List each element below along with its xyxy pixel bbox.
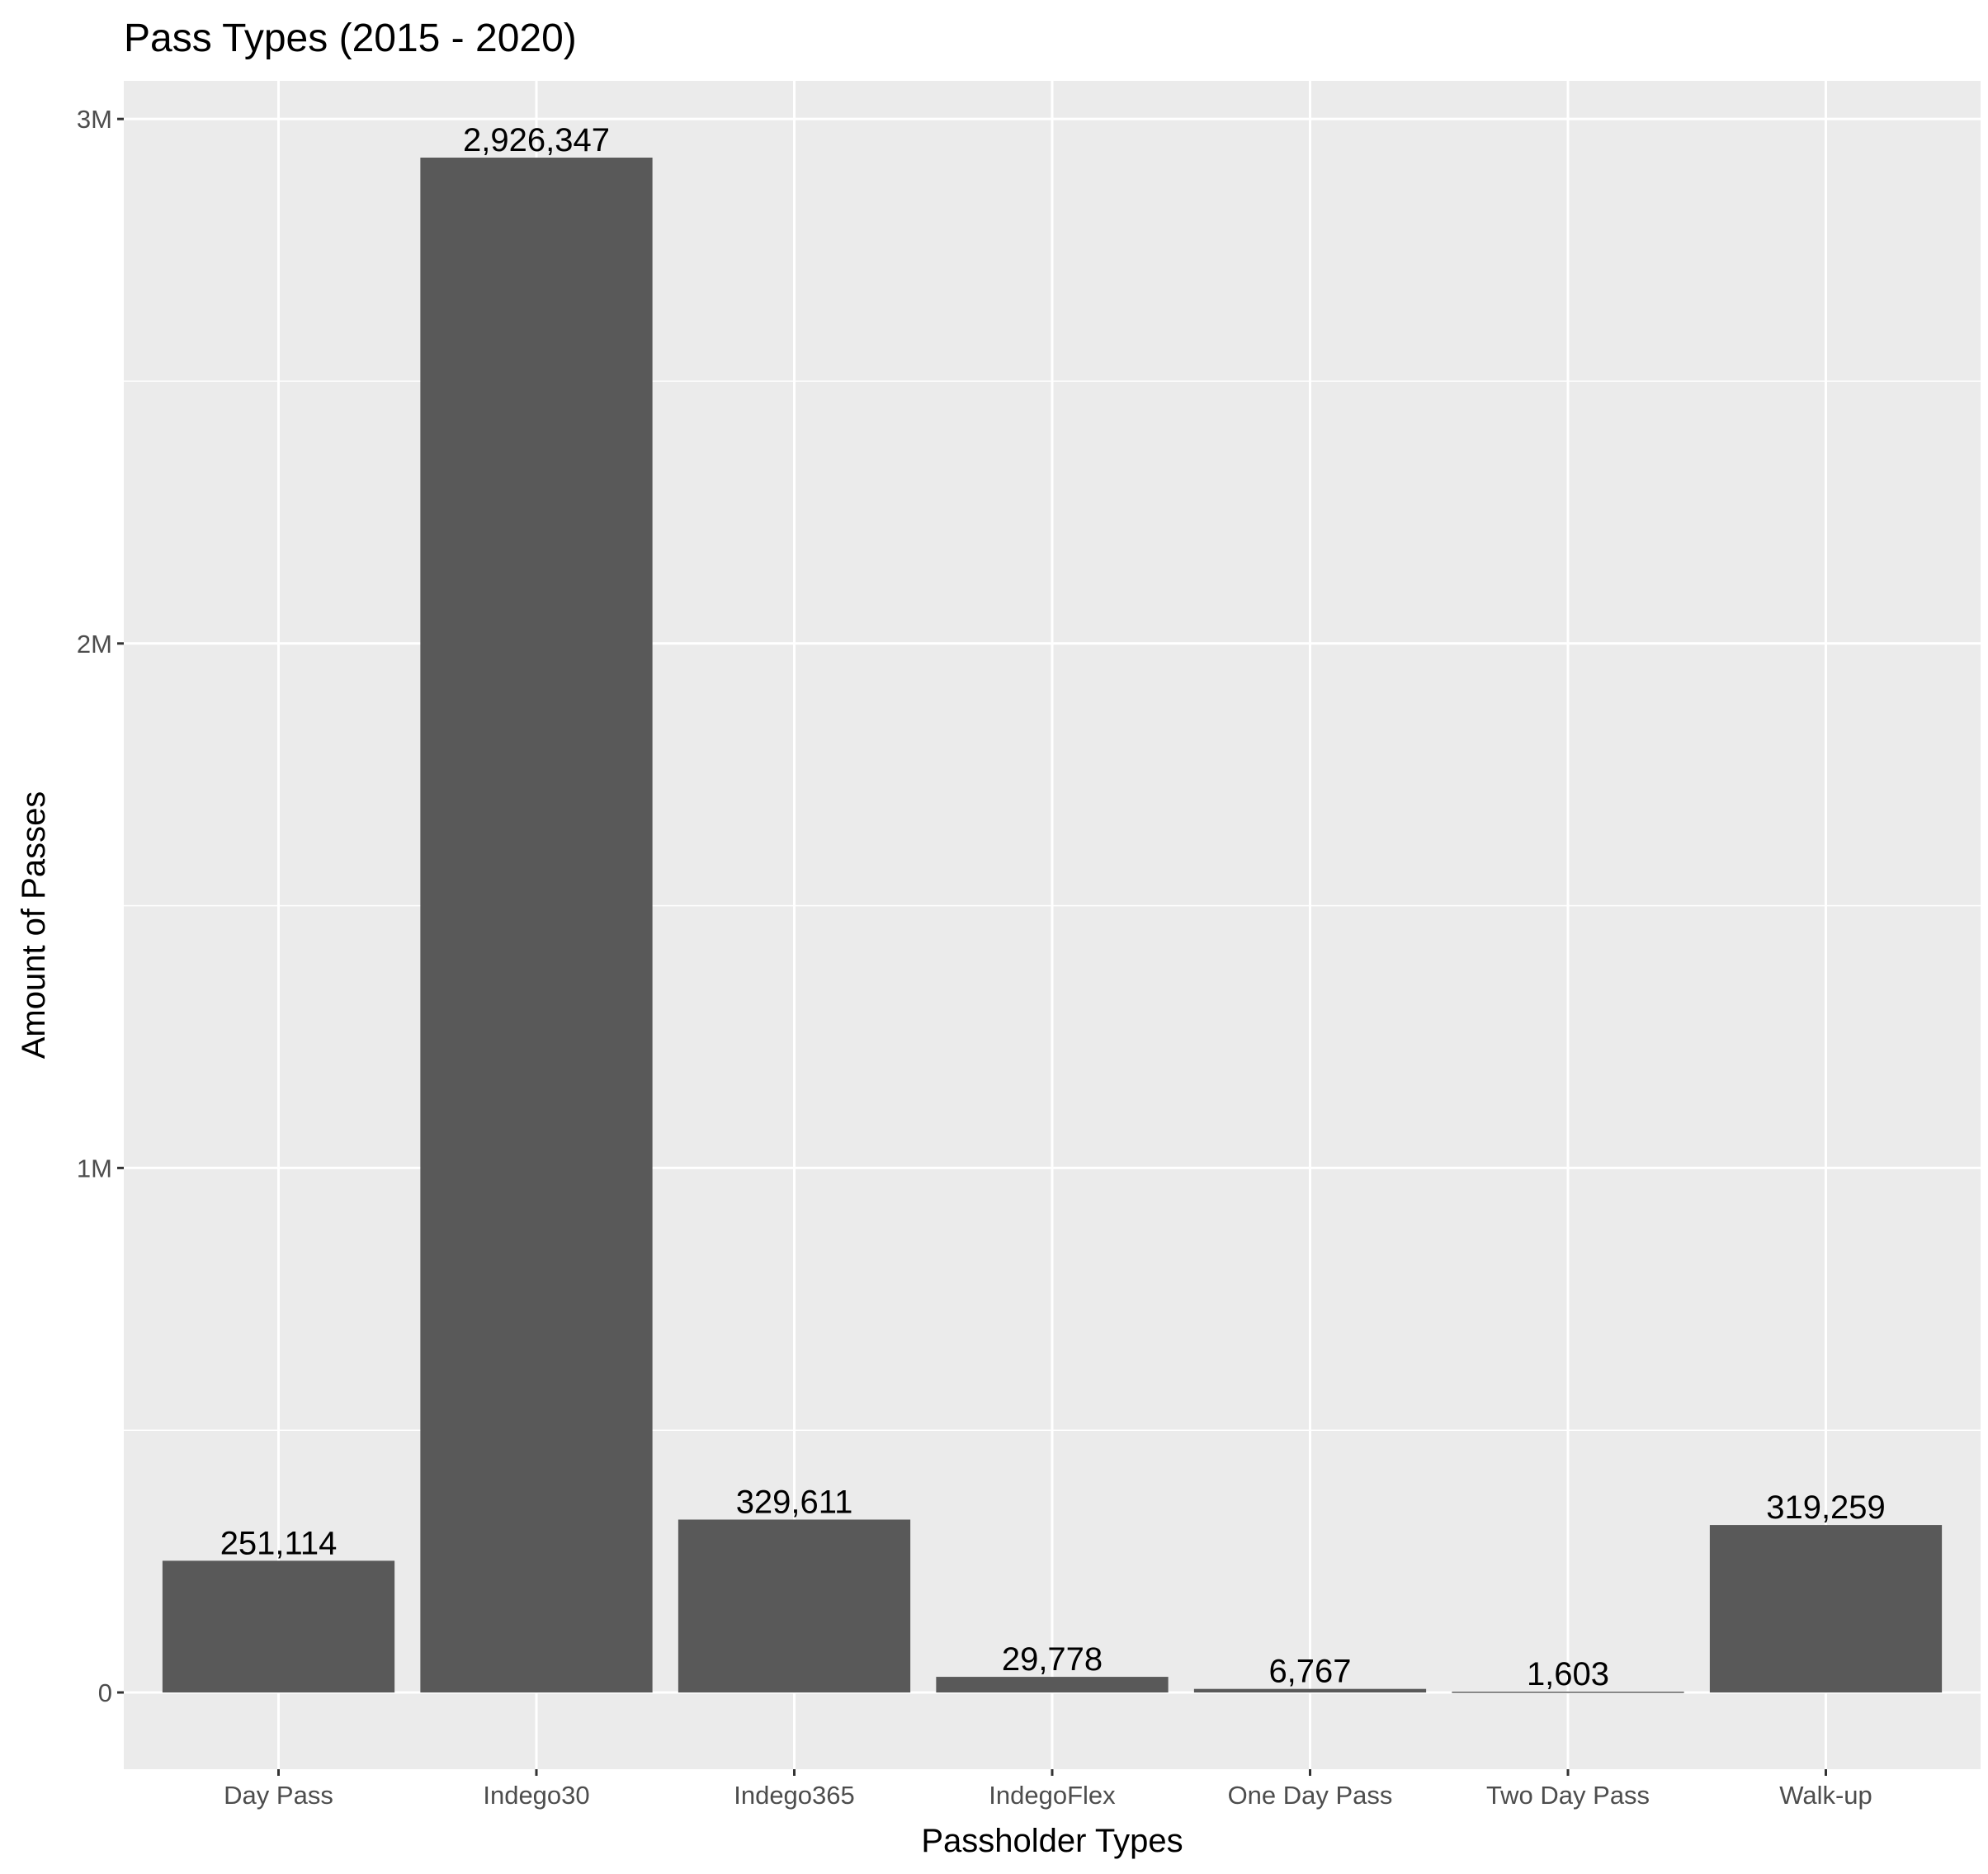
y-tick-label: 2M (77, 630, 112, 658)
bar (936, 1677, 1169, 1693)
data-label: 29,778 (1002, 1641, 1103, 1678)
x-axis: Day Pass Indego30 Indego365 IndegoFlex One D… (224, 1769, 1872, 1810)
x-axis-title: Passholder Types (921, 1823, 1183, 1859)
data-label: 2,926,347 (463, 122, 610, 158)
x-tick-label: Day Pass (224, 1781, 333, 1810)
data-label: 251,114 (220, 1525, 338, 1561)
x-tick-label: One Day Pass (1228, 1781, 1393, 1810)
y-tick-label: 1M (77, 1154, 112, 1182)
bar (1709, 1525, 1943, 1693)
bars (162, 157, 1943, 1693)
bar (1452, 1691, 1684, 1693)
bar (420, 157, 653, 1693)
data-labels: 251,114 2,926,347 329,611 29,778 6,767 1,603 3… (220, 122, 1886, 1692)
y-axis-title: Amount of Passes (16, 791, 52, 1060)
bar (1193, 1688, 1427, 1693)
x-tick-label: Walk-up (1779, 1781, 1872, 1810)
data-label: 319,259 (1766, 1489, 1886, 1526)
data-label: 329,611 (736, 1484, 853, 1520)
x-tick-label: Two Day Pass (1486, 1781, 1650, 1810)
bar (162, 1560, 395, 1693)
data-label: 1,603 (1527, 1656, 1609, 1692)
x-tick-label: Indego30 (483, 1781, 589, 1810)
y-axis: 0 1M 2M 3M (77, 105, 124, 1707)
x-tick-label: IndegoFlex (989, 1781, 1116, 1810)
y-tick-label: 3M (77, 105, 112, 134)
y-tick-label: 0 (98, 1678, 112, 1707)
x-tick-label: Indego365 (734, 1781, 855, 1810)
bar (678, 1519, 911, 1693)
data-label: 6,767 (1268, 1654, 1351, 1690)
chart-title: Pass Types (2015 - 2020) (124, 17, 577, 60)
